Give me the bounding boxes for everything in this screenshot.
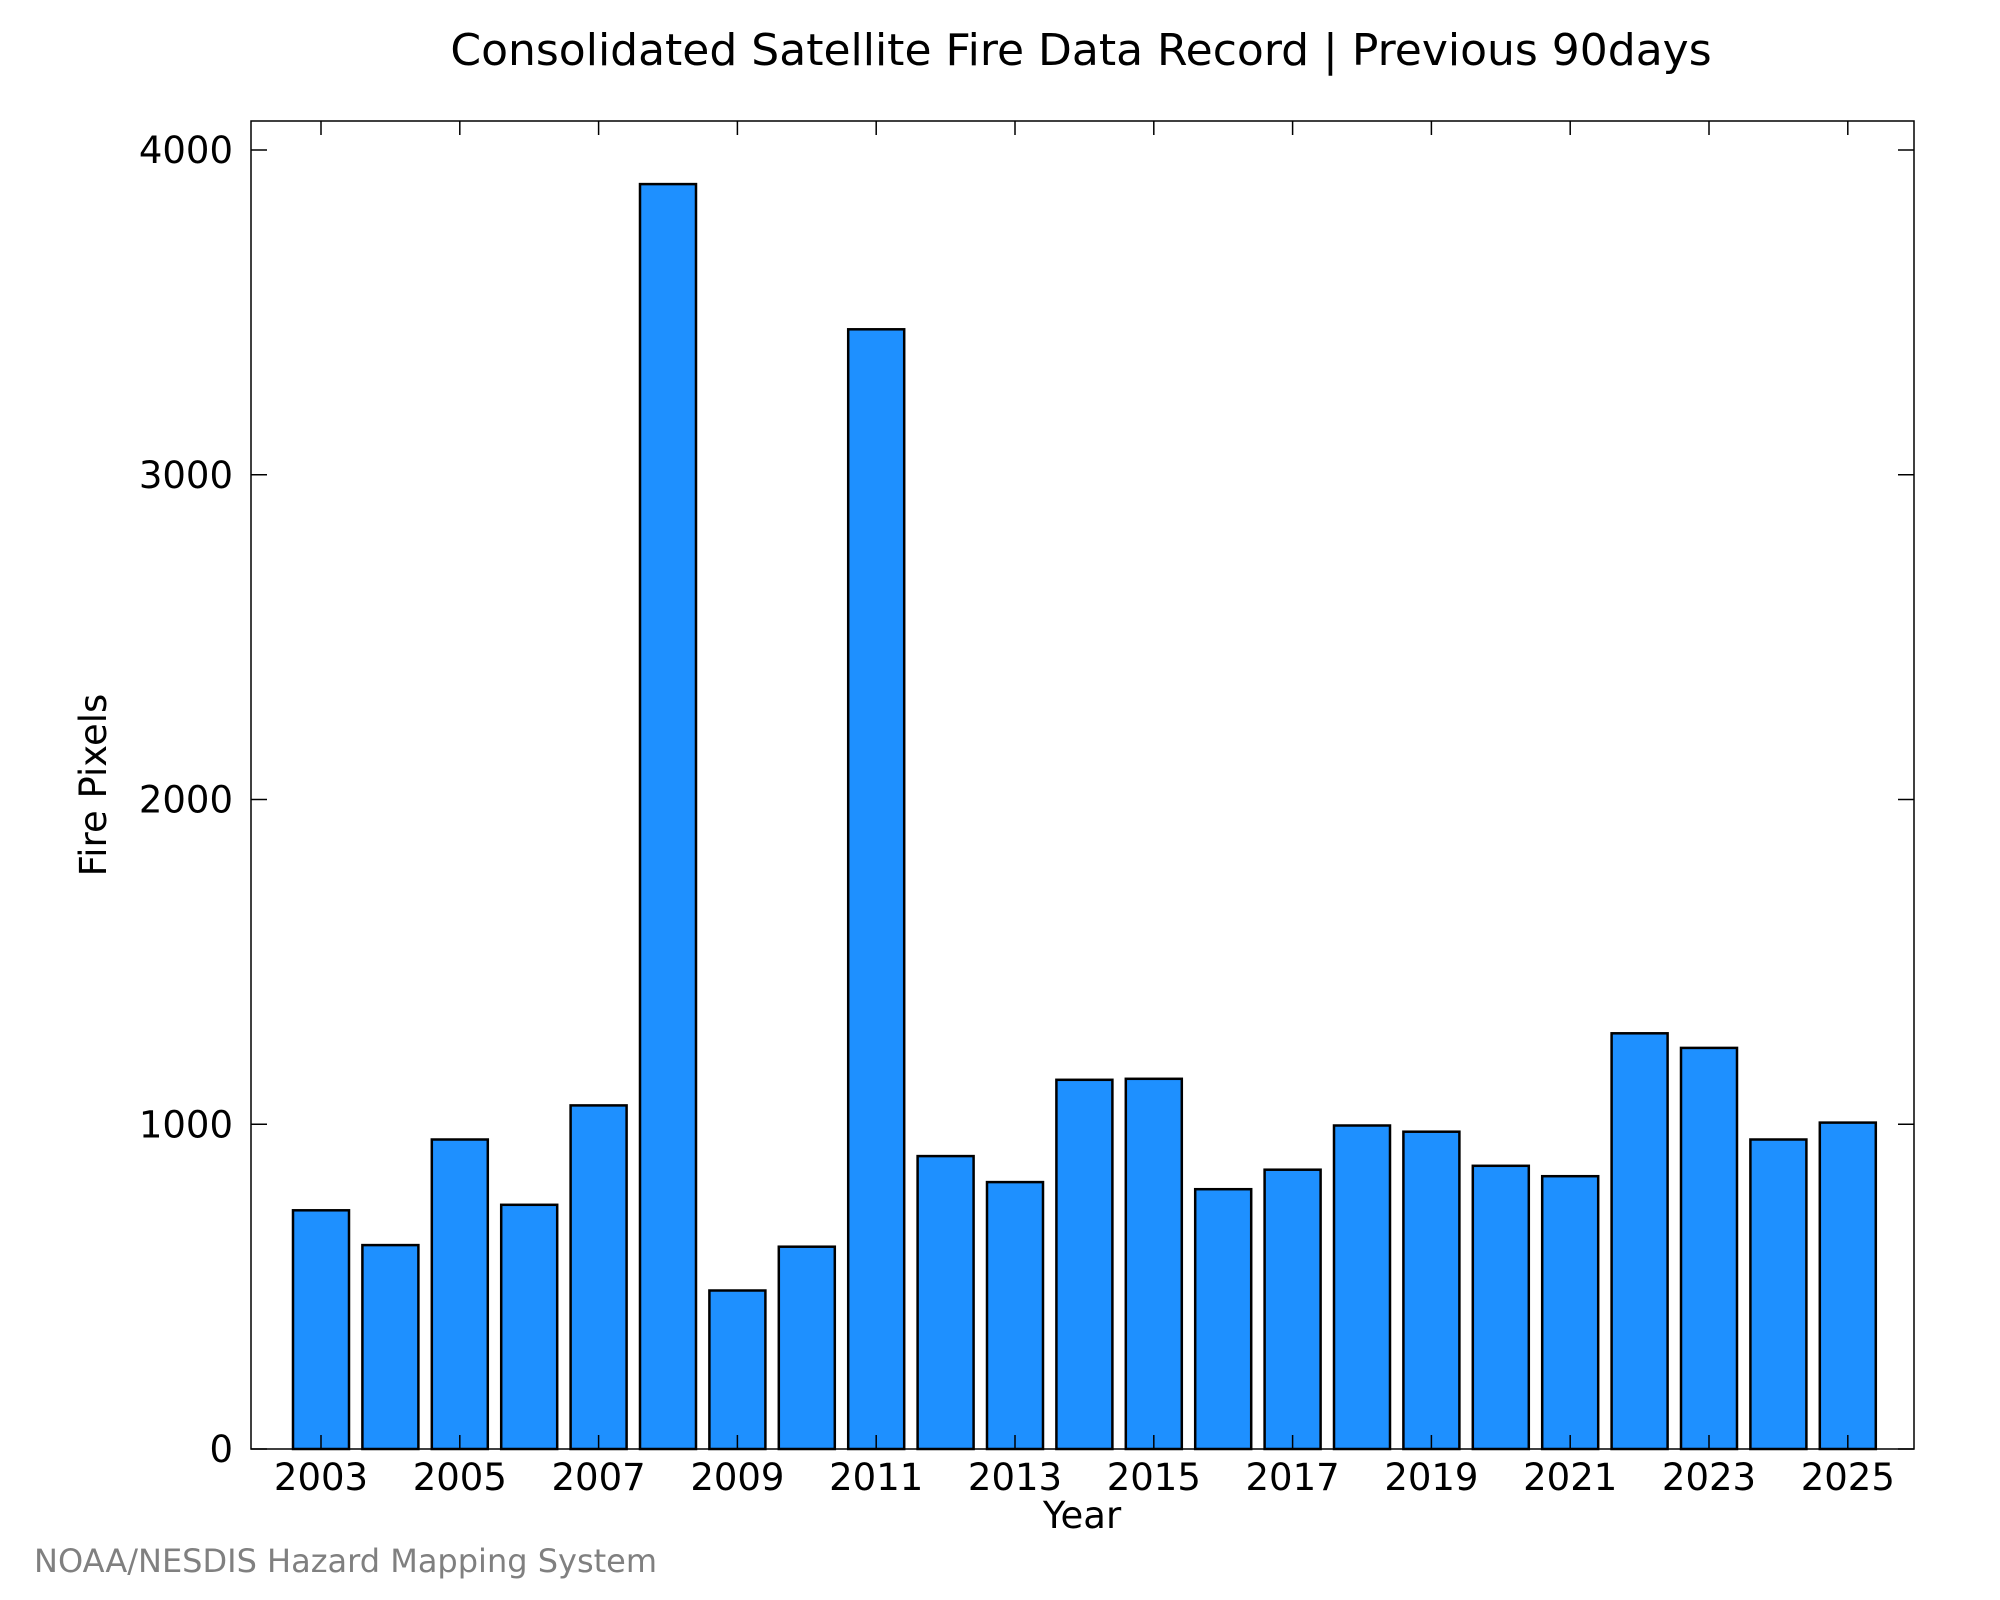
bar-2006 <box>499 1203 559 1451</box>
y-tick-labels: 0 1000 2000 3000 4000 <box>139 129 233 1471</box>
x-tick-label-2015: 2015 <box>1107 1456 1201 1499</box>
x-tick-label-2011: 2011 <box>829 1456 923 1499</box>
bar-2015 <box>1124 1077 1184 1451</box>
bar-2021 <box>1540 1174 1600 1451</box>
bars-group <box>291 182 1878 1451</box>
bar-2024 <box>1749 1138 1808 1451</box>
x-axis-label: Year <box>1042 1494 1122 1537</box>
plot-frame <box>250 120 1915 1450</box>
bar-2012 <box>916 1154 975 1451</box>
x-tick-label-2007: 2007 <box>552 1456 646 1499</box>
chart-title: Consolidated Satellite Fire Data Record … <box>450 25 1711 76</box>
y-axis-label: Fire Pixels <box>72 694 115 877</box>
x-tick-label-2005: 2005 <box>413 1456 507 1499</box>
x-tick-label-2003: 2003 <box>274 1456 368 1499</box>
credit-text: NOAA/NESDIS Hazard Mapping System <box>34 1542 657 1580</box>
bar-2008 <box>638 182 698 1451</box>
x-tick-label-2019: 2019 <box>1384 1456 1478 1499</box>
bar-2013 <box>985 1180 1045 1451</box>
bar-2010 <box>777 1245 837 1451</box>
x-tick-label-2021: 2021 <box>1523 1456 1617 1499</box>
x-tick-label-2017: 2017 <box>1246 1456 1340 1499</box>
bar-2004 <box>361 1243 420 1451</box>
y-tick-label-0: 0 <box>209 1428 233 1471</box>
x-tick-label-2009: 2009 <box>690 1456 784 1499</box>
y-tick-label-2000: 2000 <box>139 779 233 822</box>
bar-2014 <box>1055 1078 1114 1451</box>
bar-2003 <box>291 1209 351 1451</box>
bar-2019 <box>1402 1130 1461 1451</box>
bar-2020 <box>1471 1164 1531 1451</box>
bar-2018 <box>1332 1124 1392 1451</box>
x-tick-labels: 2003 2005 2007 2009 2011 2013 2015 2017 2019 2021… <box>274 1456 1895 1499</box>
bar-2016 <box>1193 1187 1253 1451</box>
y-tick-label-1000: 1000 <box>139 1103 233 1146</box>
bar-2023 <box>1679 1046 1739 1451</box>
y-tick-label-4000: 4000 <box>139 129 233 172</box>
y-tick-label-3000: 3000 <box>139 454 233 497</box>
bar-2005 <box>430 1138 490 1451</box>
bar-2011 <box>846 328 906 1451</box>
bar-2007 <box>569 1104 628 1451</box>
bar-2009 <box>708 1289 767 1451</box>
bar-2017 <box>1263 1168 1322 1451</box>
bar-2022 <box>1610 1032 1669 1451</box>
x-tick-label-2013: 2013 <box>968 1456 1062 1499</box>
bar-2025 <box>1818 1121 1878 1451</box>
x-tick-label-2025: 2025 <box>1801 1456 1895 1499</box>
x-tick-label-2023: 2023 <box>1662 1456 1756 1499</box>
